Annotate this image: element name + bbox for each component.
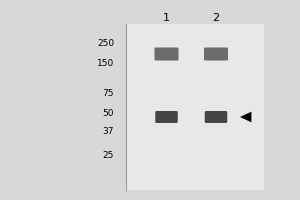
- Polygon shape: [240, 112, 251, 122]
- Text: 37: 37: [103, 128, 114, 136]
- Text: 25: 25: [103, 152, 114, 160]
- FancyBboxPatch shape: [155, 111, 178, 123]
- Text: 75: 75: [103, 88, 114, 98]
- Text: 2: 2: [212, 13, 220, 23]
- FancyBboxPatch shape: [126, 24, 264, 190]
- Text: 1: 1: [163, 13, 170, 23]
- FancyBboxPatch shape: [154, 47, 178, 60]
- Text: 150: 150: [97, 60, 114, 68]
- Text: 50: 50: [103, 108, 114, 117]
- Text: 250: 250: [97, 40, 114, 48]
- FancyBboxPatch shape: [204, 47, 228, 60]
- FancyBboxPatch shape: [205, 111, 227, 123]
